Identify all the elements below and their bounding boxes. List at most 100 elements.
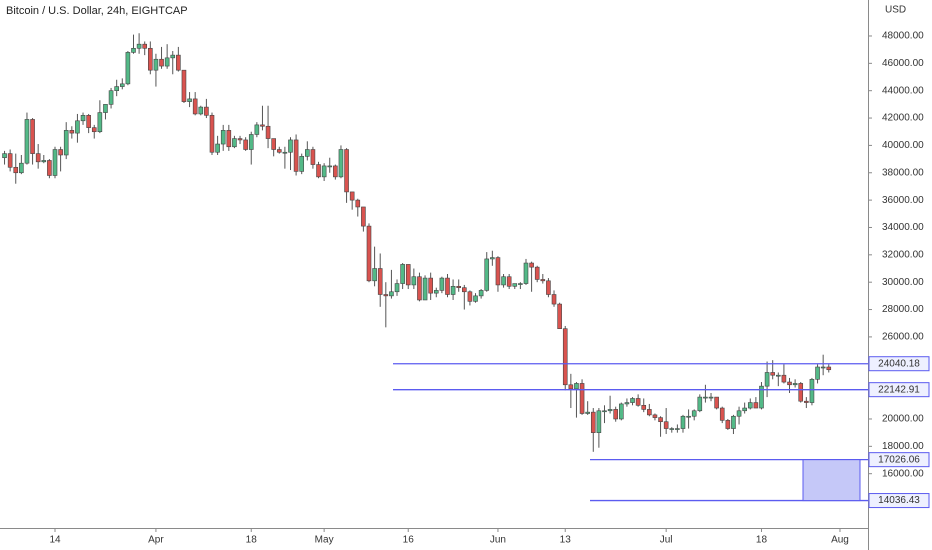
candle-body xyxy=(366,225,372,282)
candle-body xyxy=(159,58,164,67)
candle-body xyxy=(781,374,787,383)
candle-body xyxy=(540,279,546,282)
candle-body xyxy=(445,277,450,295)
candle-body xyxy=(377,268,383,295)
candle-body xyxy=(198,106,204,115)
y-tick-label: 48000.00 xyxy=(882,31,924,42)
candle-body xyxy=(619,403,624,420)
candle-body xyxy=(815,366,820,380)
y-tick-label: 38000.00 xyxy=(882,167,924,178)
candle-body xyxy=(456,285,462,288)
candle-body xyxy=(164,57,170,67)
candle-body xyxy=(624,402,630,405)
y-tick-label: 42000.00 xyxy=(882,113,924,124)
candle-body xyxy=(686,415,691,418)
candle-body xyxy=(742,407,747,412)
x-tick-label: 18 xyxy=(756,535,768,546)
candle-body xyxy=(220,130,226,145)
candle-body xyxy=(562,328,568,386)
candle-body xyxy=(209,115,215,153)
level-label: 24040.18 xyxy=(878,358,920,369)
candle-body xyxy=(433,290,439,294)
target-zone xyxy=(802,459,861,502)
candle-body xyxy=(192,98,198,115)
candle-body xyxy=(316,164,321,178)
candle-body xyxy=(596,410,602,433)
candle-body xyxy=(422,277,428,301)
candle-body xyxy=(321,165,327,178)
candle-body xyxy=(652,414,658,418)
candle-body xyxy=(484,258,490,291)
candle-body xyxy=(305,149,310,157)
candle-body xyxy=(787,381,792,386)
candle-body xyxy=(776,374,781,377)
x-tick-label: 14 xyxy=(49,535,61,546)
level-label: 17026.06 xyxy=(878,454,920,465)
candle-body xyxy=(52,149,58,176)
candle-body xyxy=(170,54,176,59)
y-tick-label: 26000.00 xyxy=(882,332,924,343)
candle-body xyxy=(80,115,86,122)
candle-body xyxy=(607,409,613,412)
x-tick-label: Jul xyxy=(660,535,673,546)
candle-body xyxy=(276,149,282,153)
candle-body xyxy=(557,303,562,330)
candle-body xyxy=(613,409,619,420)
candle-body xyxy=(405,264,411,286)
candle-body xyxy=(394,283,400,293)
candle-body xyxy=(91,127,97,133)
y-tick-label: 28000.00 xyxy=(882,304,924,315)
candle-body xyxy=(697,396,703,412)
candle-body xyxy=(86,115,91,128)
candle-body xyxy=(473,295,478,302)
candle-body xyxy=(181,69,187,102)
candle-body xyxy=(136,43,142,49)
candle-body xyxy=(792,383,798,386)
candle-body xyxy=(691,410,697,417)
candle-body xyxy=(579,383,585,414)
candle-body xyxy=(512,283,518,287)
level-label-box xyxy=(868,356,930,372)
x-tick-label: Aug xyxy=(831,535,849,546)
candle-body xyxy=(299,156,305,172)
candle-body xyxy=(13,166,19,174)
chart-title: Bitcoin / U.S. Dollar, 24h, EIGHTCAP xyxy=(6,5,188,17)
candle-body xyxy=(506,276,512,287)
level-label-box xyxy=(868,493,930,509)
candle-body xyxy=(400,264,405,284)
candle-body xyxy=(355,199,361,208)
candle-body xyxy=(467,291,473,302)
candle-body xyxy=(747,402,753,409)
candle-body xyxy=(237,138,243,141)
candle-body xyxy=(265,125,271,139)
candle-body xyxy=(232,138,237,148)
candle-body xyxy=(820,366,826,369)
candle-body xyxy=(731,415,736,429)
candle-body xyxy=(523,262,529,284)
y-tick-label: 30000.00 xyxy=(882,277,924,288)
candle-body xyxy=(282,151,288,154)
candle-body xyxy=(770,372,775,376)
candle-body xyxy=(529,262,534,268)
candle-body xyxy=(647,409,652,416)
candle-body xyxy=(708,396,714,399)
candle-body xyxy=(35,153,41,163)
candle-body xyxy=(19,162,24,174)
candle-body xyxy=(759,385,764,409)
candle-body xyxy=(69,130,75,134)
candle-body xyxy=(114,86,119,91)
y-tick-label: 44000.00 xyxy=(882,85,924,96)
candle-body xyxy=(585,411,590,414)
candle-body xyxy=(215,143,220,153)
candle-body xyxy=(450,285,456,295)
candle-body xyxy=(24,119,30,164)
candle-body xyxy=(176,54,181,71)
candle-body xyxy=(574,383,579,390)
candle-body xyxy=(714,396,719,409)
candle-body xyxy=(826,366,832,371)
candle-body xyxy=(630,398,635,403)
candle-body xyxy=(142,43,148,49)
candle-body xyxy=(97,112,103,133)
